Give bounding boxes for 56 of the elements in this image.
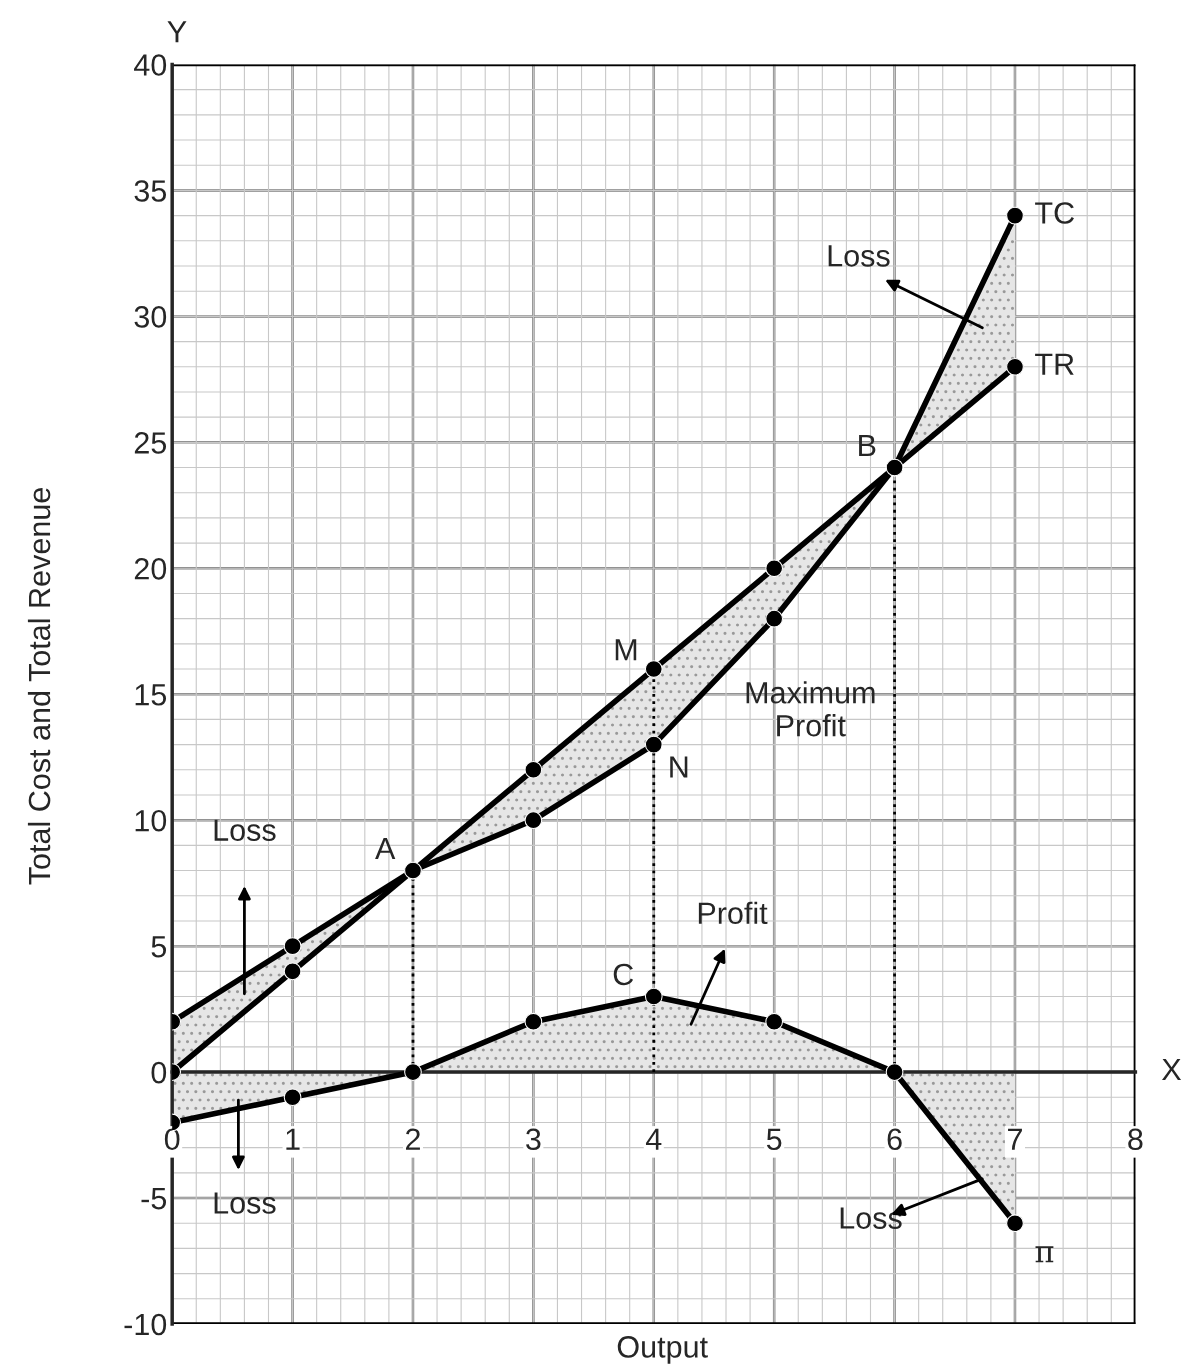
x-tick-label: 2 xyxy=(406,1128,420,1150)
annotation: Loss xyxy=(214,1192,276,1214)
point xyxy=(765,559,784,578)
point xyxy=(885,458,904,477)
annotation: Maximum Profit xyxy=(746,681,875,737)
annotation: Loss xyxy=(840,1207,902,1229)
x-tick-label: 4 xyxy=(645,1128,662,1150)
point xyxy=(283,962,302,981)
point xyxy=(524,760,543,779)
annotation: M xyxy=(615,639,637,661)
point xyxy=(765,609,784,628)
point xyxy=(1006,357,1024,376)
point xyxy=(404,861,422,880)
y-tick-label: 20 xyxy=(134,558,167,580)
x-tick-label: 1 xyxy=(286,1128,300,1150)
series-label: π xyxy=(1035,1246,1054,1263)
y-tick-label: -10 xyxy=(124,1313,167,1336)
point xyxy=(524,811,543,830)
point xyxy=(524,1012,543,1031)
y-tick-label: 30 xyxy=(134,306,167,328)
y-tick-label: 0 xyxy=(151,1061,167,1084)
y-tick-label: 5 xyxy=(151,936,167,958)
point xyxy=(644,660,663,678)
y-tick-label: -5 xyxy=(141,1188,167,1210)
x-tick-label: 7 xyxy=(1008,1128,1022,1150)
annotation: Loss xyxy=(214,819,276,841)
series-label: TR xyxy=(1035,353,1074,375)
point xyxy=(644,735,663,754)
annotation: N xyxy=(670,756,688,778)
point xyxy=(885,1063,904,1081)
y-tick-label: 40 xyxy=(134,54,167,76)
point xyxy=(1006,206,1024,225)
y-tick-label: 15 xyxy=(135,684,167,706)
point xyxy=(404,1063,422,1081)
x-tick-label: 6 xyxy=(887,1128,902,1151)
series-label: TC xyxy=(1035,202,1074,224)
y-tick-label: 35 xyxy=(134,180,167,202)
point xyxy=(1006,1214,1024,1233)
annotation: C xyxy=(613,963,634,986)
annotation: B xyxy=(859,434,876,456)
y-axis-title: Total Cost and Total Revenue xyxy=(27,488,51,885)
point xyxy=(644,987,663,1006)
y-tick-label: 25 xyxy=(134,432,167,454)
x-tick-label: 8 xyxy=(1128,1128,1143,1151)
x-tick-label: 3 xyxy=(526,1128,541,1151)
x-tick-label: 5 xyxy=(766,1128,782,1151)
point xyxy=(283,937,302,955)
point xyxy=(283,1088,302,1107)
x-axis-title: Output xyxy=(617,1336,708,1364)
point xyxy=(765,1012,784,1031)
text: Y xyxy=(167,21,187,43)
text: X xyxy=(1161,1058,1182,1080)
y-tick-label: 10 xyxy=(135,809,167,832)
annotation: Profit xyxy=(698,901,768,925)
annotation: A xyxy=(375,838,396,860)
annotation: Loss xyxy=(828,245,890,267)
